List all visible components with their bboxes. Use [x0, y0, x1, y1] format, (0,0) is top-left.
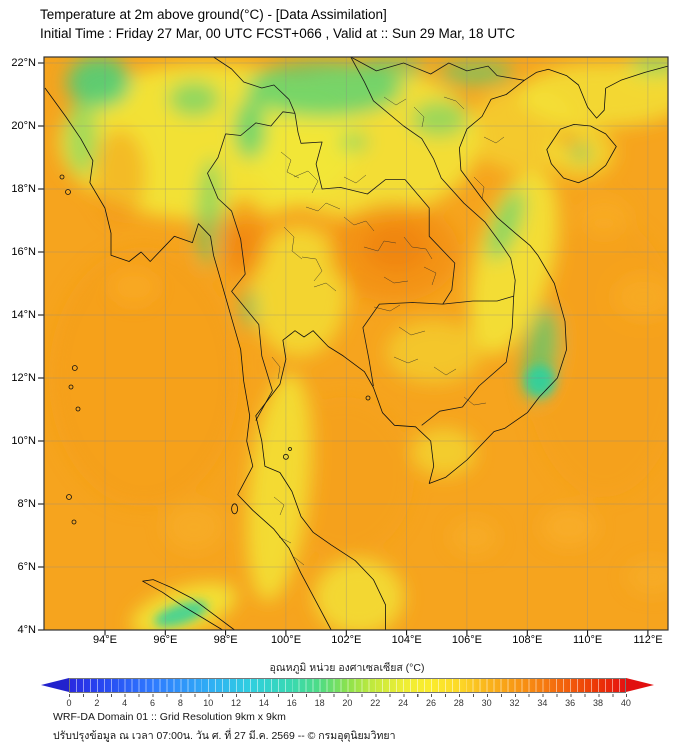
longitude-tick-label: 110°E — [572, 634, 603, 646]
colorbar-tick-label: 6 — [150, 698, 156, 708]
colorbar-tick-label: 20 — [342, 698, 353, 708]
colorbar-tick-label: 24 — [398, 698, 409, 708]
colorbar-tick-labels: 0 2 4 6 8 10 12 14 16 18 20 22 24 26 28 30 32 34 36 38 40 — [58, 698, 637, 708]
temperature-map-svg — [38, 56, 669, 636]
colorbar-tick-label: 16 — [286, 698, 297, 708]
axis-ticks — [38, 62, 649, 636]
colorbar-tick-label: 8 — [177, 698, 183, 708]
colorbar-tick-label: 2 — [94, 698, 100, 708]
country-borders — [207, 56, 525, 426]
latitude-tick-label: 16°N — [11, 246, 36, 258]
latitude-tick-label: 8°N — [17, 498, 36, 510]
longitude-axis-labels: 94°E 96°E 98°E 100°E 102°E 104°E 106°E 108°E 110… — [85, 634, 668, 646]
colorbar-tick-label: 4 — [122, 698, 128, 708]
longitude-tick-label: 104°E — [391, 634, 422, 646]
map-subtitle: Initial Time : Friday 27 Mar, 00 UTC FCS… — [40, 26, 516, 41]
title-block: Temperature at 2m above ground(°C) - [Da… — [40, 5, 515, 43]
update-info: ปรับปรุงข้อมูล ณ เวลา 07:00น. วัน ศ. ที่… — [53, 730, 396, 742]
longitude-tick-label: 98°E — [213, 634, 238, 646]
longitude-tick-label: 112°E — [633, 634, 663, 646]
colorbar-tick-label: 34 — [537, 698, 548, 708]
colorbar-tick-label: 28 — [453, 698, 464, 708]
latitude-tick-label: 14°N — [11, 309, 36, 321]
colorbar-tick-label: 40 — [620, 698, 631, 708]
colorbar-tick-label: 26 — [425, 698, 436, 708]
colorbar-tick-label: 0 — [66, 698, 72, 708]
longitude-tick-label: 96°E — [153, 634, 178, 646]
colorbar-tick-label: 18 — [314, 698, 325, 708]
gridlines — [44, 57, 668, 630]
latitude-tick-label: 10°N — [11, 435, 36, 447]
latitude-tick-label: 22°N — [11, 57, 36, 69]
longitude-tick-label: 106°E — [451, 634, 483, 646]
province-borders — [271, 96, 505, 566]
latitude-tick-label: 20°N — [11, 120, 36, 132]
colorbar-gradient — [69, 678, 626, 693]
colorbar-title: อุณหภูมิ หน่วย องศาเซลเซียส (°C) — [269, 662, 425, 674]
colorbar-tick-label: 10 — [203, 698, 214, 708]
longitude-tick-label: 102°E — [331, 634, 362, 646]
colorbar-overflow-arrow — [626, 678, 654, 692]
map-title: Temperature at 2m above ground(°C) - [Da… — [40, 7, 387, 22]
longitude-tick-label: 94°E — [93, 634, 117, 646]
map-border-frame — [43, 56, 669, 631]
model-info: WRF-DA Domain 01 :: Grid Resolution 9km … — [53, 711, 286, 723]
map-canvas — [38, 56, 669, 636]
colorbar-tick-label: 30 — [481, 698, 492, 708]
colorbar-tick-label: 14 — [258, 698, 269, 708]
latitude-tick-label: 6°N — [17, 561, 36, 573]
temperature-field — [44, 57, 668, 630]
longitude-tick-label: 108°E — [512, 634, 543, 646]
colorbar-tick-marks — [69, 694, 627, 697]
latitude-tick-label: 12°N — [11, 372, 36, 384]
latitude-axis-labels: 22°N 20°N 18°N 16°N 14°N 12°N 10°N 8°N 6°N 4°N — [0, 55, 40, 638]
colorbar-tick-label: 32 — [509, 698, 520, 708]
colorbar-tick-label: 38 — [593, 698, 604, 708]
latitude-tick-label: 4°N — [17, 624, 36, 636]
colorbar-underflow-arrow — [41, 678, 69, 692]
colorbar-tick-label: 22 — [370, 698, 381, 708]
longitude-tick-label: 100°E — [270, 634, 302, 646]
latitude-tick-label: 18°N — [11, 183, 36, 195]
colorbar-tick-label: 12 — [231, 698, 242, 708]
colorbar-tick-label: 36 — [565, 698, 576, 708]
